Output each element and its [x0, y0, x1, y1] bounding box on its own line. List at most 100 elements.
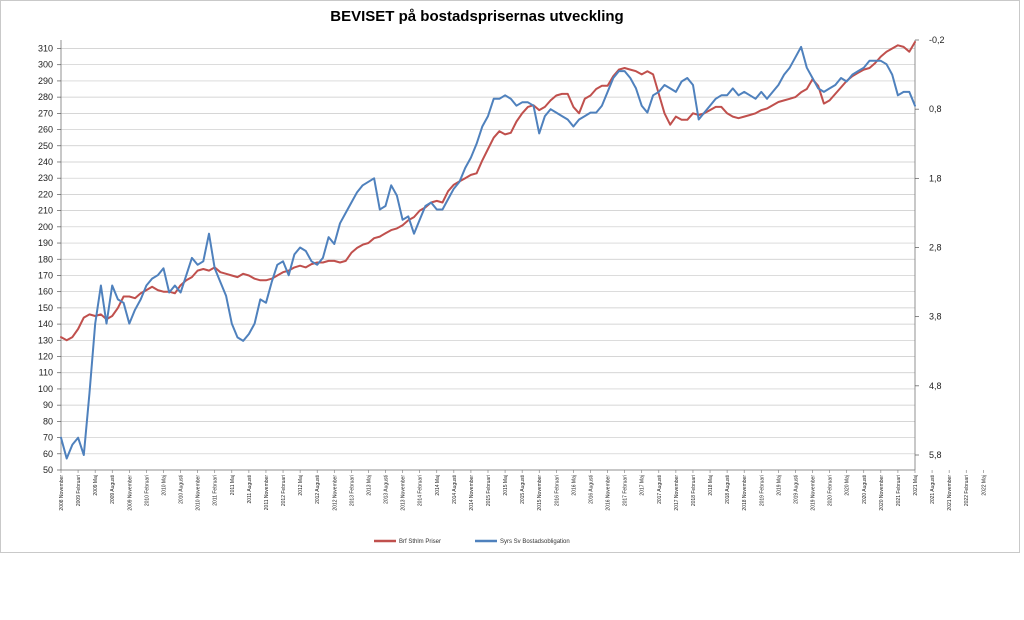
- y-tick-label-left: 70: [43, 433, 53, 443]
- y-tick-label-left: 270: [38, 108, 53, 118]
- y-tick-label-left: 170: [38, 270, 53, 280]
- y-tick-label-left: 180: [38, 254, 53, 264]
- x-tick-label: 2018 Februari: [691, 475, 697, 506]
- x-tick-label: 2011 November: [264, 475, 270, 511]
- y-tick-label-right: 1,8: [929, 173, 942, 183]
- y-tick-label-left: 230: [38, 173, 53, 183]
- x-tick-label: 2013 Februari: [349, 475, 355, 506]
- y-tick-label-right: 0,8: [929, 104, 942, 114]
- chart-frame: BEVISET på bostadsprisernas utveckling 5…: [0, 0, 1020, 553]
- legend-label-brf: Brf Sthlm Priser: [399, 539, 441, 545]
- x-axis-ticks: 2008 November 2009 Februari 2009 Maj 2009 A…: [59, 470, 987, 511]
- y-tick-label-right: 5,8: [929, 450, 942, 460]
- y-tick-label-left: 190: [38, 238, 53, 248]
- x-tick-label: 2020 Maj: [845, 475, 851, 496]
- y-tick-label-left: 240: [38, 157, 53, 167]
- x-tick-label: 2014 November: [469, 475, 475, 511]
- x-tick-label: 2017 Maj: [640, 475, 646, 496]
- y-tick-label-left: 140: [38, 319, 53, 329]
- x-tick-label: 2017 November: [674, 475, 680, 511]
- y-tick-label-left: 210: [38, 206, 53, 216]
- y-tick-label-right: -0,2: [929, 35, 945, 45]
- x-tick-label: 2013 Augusti: [384, 475, 390, 504]
- x-tick-label: 2010 Augusti: [179, 475, 185, 504]
- x-tick-label: 2015 Augusti: [520, 475, 526, 504]
- x-tick-label: 2022 Maj: [981, 475, 987, 496]
- x-tick-label: 2020 Augusti: [862, 475, 868, 504]
- y-tick-label-left: 120: [38, 352, 53, 362]
- y-tick-label-left: 250: [38, 141, 53, 151]
- x-tick-label: 2010 Februari: [144, 475, 150, 506]
- x-tick-label: 2013 Maj: [366, 475, 372, 496]
- x-tick-label: 2012 November: [332, 475, 338, 511]
- x-tick-label: 2013 November: [401, 475, 407, 511]
- y-tick-label-left: 100: [38, 384, 53, 394]
- x-tick-label: 2012 Augusti: [315, 475, 321, 504]
- x-tick-label: 2019 Augusti: [793, 475, 799, 504]
- x-tick-label: 2022 Februari: [964, 475, 970, 506]
- y-tick-label-right: 3,8: [929, 312, 942, 322]
- x-tick-label: 2009 November: [127, 475, 133, 511]
- series-line-bostadsobligation: [60, 45, 916, 460]
- x-tick-label: 2017 Februari: [623, 475, 629, 506]
- y-tick-label-right: 4,8: [929, 381, 942, 391]
- y-tick-label-left: 80: [43, 416, 53, 426]
- x-tick-label: 2021 Augusti: [930, 475, 936, 504]
- legend: Brf Sthlm Priser Syrs Sv Bostadsobligati…: [374, 539, 570, 545]
- x-tick-label: 2014 Februari: [418, 475, 424, 506]
- y-tick-label-left: 310: [38, 44, 53, 54]
- x-tick-label: 2012 Maj: [298, 475, 304, 496]
- y-tick-label-left: 280: [38, 92, 53, 102]
- x-tick-label: 2021 November: [947, 475, 953, 511]
- x-tick-label: 2016 Augusti: [588, 475, 594, 504]
- y-tick-label-left: 260: [38, 125, 53, 135]
- y-tick-label-left: 50: [43, 465, 53, 475]
- x-tick-label: 2014 Augusti: [452, 475, 458, 504]
- x-tick-label: 2019 November: [811, 475, 817, 511]
- x-tick-label: 2010 November: [196, 475, 202, 511]
- y-tick-label-left: 130: [38, 335, 53, 345]
- x-tick-label: 2015 November: [537, 475, 543, 511]
- y-tick-label-right: 2,8: [929, 243, 942, 253]
- x-tick-label: 2009 Augusti: [110, 475, 116, 504]
- x-tick-label: 2021 Februari: [896, 475, 902, 506]
- line-chart: BEVISET på bostadsprisernas utveckling 5…: [38, 8, 987, 545]
- right-y-axis-ticks: -0,2 0,8 1,8 2,8 3,8 4,8 5,8: [915, 35, 945, 460]
- y-tick-label-left: 290: [38, 76, 53, 86]
- x-tick-label: 2021 Maj: [913, 475, 919, 496]
- y-tick-label-left: 220: [38, 189, 53, 199]
- x-tick-label: 2018 Maj: [708, 475, 714, 496]
- x-tick-label: 2010 Maj: [161, 475, 167, 496]
- x-tick-label: 2020 November: [879, 475, 885, 511]
- y-tick-label-left: 60: [43, 449, 53, 459]
- x-tick-label: 2018 Augusti: [725, 475, 731, 504]
- x-tick-label: 2011 Februari: [213, 475, 219, 506]
- x-tick-label: 2016 November: [606, 475, 612, 511]
- x-tick-label: 2014 Maj: [435, 475, 441, 496]
- y-tick-label-left: 150: [38, 303, 53, 313]
- y-tick-label-left: 200: [38, 222, 53, 232]
- x-tick-label: 2012 Februari: [281, 475, 287, 506]
- x-tick-label: 2011 Augusti: [247, 475, 253, 504]
- gridlines: [61, 48, 915, 471]
- x-tick-label: 2018 November: [742, 475, 748, 511]
- x-tick-label: 2016 Februari: [554, 475, 560, 506]
- x-tick-label: 2017 Augusti: [657, 475, 663, 504]
- x-tick-label: 2015 Maj: [503, 475, 509, 496]
- y-tick-label-left: 90: [43, 400, 53, 410]
- series-line-brf-sthlm-priser: [60, 41, 916, 342]
- x-tick-label: 2009 Maj: [93, 475, 99, 496]
- x-tick-label: 2009 Februari: [76, 475, 82, 506]
- legend-label-obligation: Syrs Sv Bostadsobligation: [500, 539, 570, 545]
- x-tick-label: 2015 Februari: [486, 475, 492, 506]
- x-tick-label: 2019 Februari: [759, 475, 765, 506]
- left-y-axis-ticks: 50 60 70 80 90 100 110 120 130 140 150 160 170 180 190…: [38, 44, 61, 475]
- x-tick-label: 2020 Februari: [828, 475, 834, 506]
- chart-title: BEVISET på bostadsprisernas utveckling: [330, 8, 623, 25]
- x-tick-label: 2016 Maj: [571, 475, 577, 496]
- series-layer: [60, 41, 916, 460]
- x-tick-label: 2011 Maj: [230, 475, 236, 495]
- x-tick-label: 2008 November: [59, 475, 65, 511]
- y-tick-label-left: 160: [38, 287, 53, 297]
- x-tick-label: 2019 Maj: [776, 475, 782, 496]
